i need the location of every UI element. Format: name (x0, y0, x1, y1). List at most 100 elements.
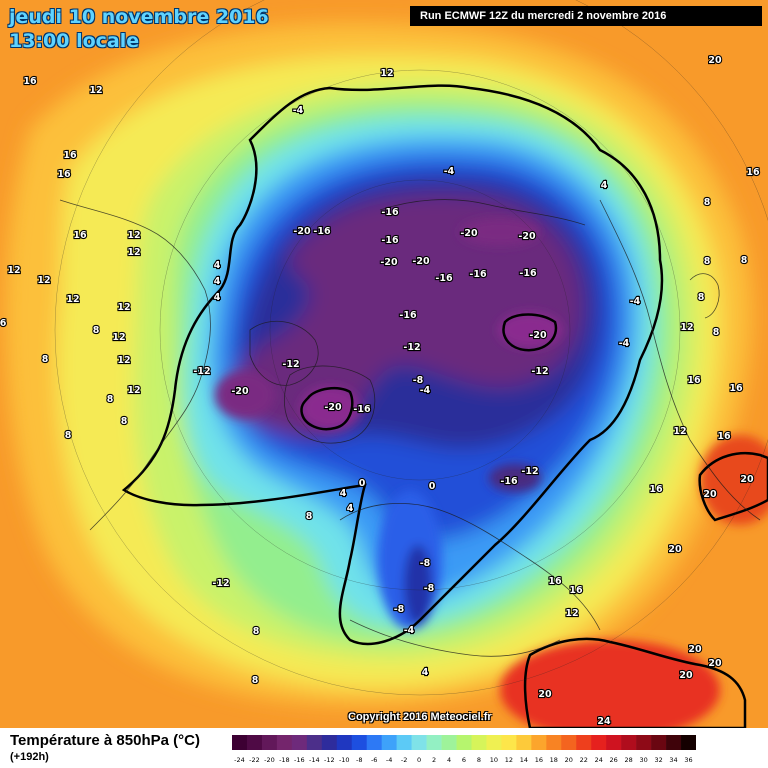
isotherm-label: 16 (73, 230, 87, 241)
isotherm-label: -20 (518, 231, 536, 242)
isotherm-label: 16 (569, 585, 583, 596)
isotherm-label: 12 (117, 355, 130, 366)
legend-tick-label: 2 (432, 756, 436, 764)
isotherm-label: 16 (23, 76, 37, 87)
coast-greenland (284, 365, 376, 444)
isotherm-label: 20 (708, 55, 722, 66)
legend-tick-label: 10 (490, 756, 498, 764)
isotherm-label: 8 (698, 292, 705, 303)
isotherm-label: -8 (394, 604, 405, 615)
isotherm-label: 20 (679, 670, 693, 681)
isotherm-label: -20 (324, 402, 342, 413)
coastlines (59, 199, 761, 657)
isotherm-label: 20 (538, 689, 552, 700)
isotherm-label: -16 (469, 269, 487, 280)
variable-title: Température à 850hPa (°C) (10, 732, 200, 749)
legend-tick-label: 0 (417, 756, 421, 764)
isotherm-label: -4 (630, 296, 641, 307)
isotherm-label: -20 (380, 257, 398, 268)
warm-area-southeast (500, 640, 720, 728)
legend-tick-label: 30 (639, 756, 647, 764)
legend-swatch (666, 735, 682, 750)
isotherm-label: -12 (282, 359, 299, 370)
isotherm-label: 12 (89, 85, 102, 96)
isotherm-label: -8 (424, 583, 435, 594)
legend-swatch (651, 735, 667, 750)
isotherm-label: -4 (293, 105, 304, 116)
forecast-hour: (+192h) (10, 751, 49, 763)
isotherm-label: 0 (429, 481, 436, 492)
legend-swatch (291, 735, 308, 750)
copyright-notice: Copyright 2016 Meteociel.fr (348, 711, 492, 723)
isotherm-label: -4 (420, 385, 431, 396)
isotherm-label: 12 (380, 68, 393, 79)
warm-area-east (700, 435, 768, 525)
legend-swatch (486, 735, 502, 750)
legend-tick-label: 22 (580, 756, 588, 764)
legend-swatch (501, 735, 517, 750)
cold-core-east (498, 312, 562, 348)
minus20-contour-east (502, 313, 558, 352)
isotherm-label: -20 (529, 330, 547, 341)
isotherm-labels: 20 12 16 12 -4 16 16 -4 4 16 8 -16 -20 -16 -20 -20 16 12 -… (0, 54, 761, 728)
legend-swatch (336, 735, 353, 750)
isotherm-label: -20 (293, 226, 311, 237)
isotherm-label: -20 (412, 256, 430, 267)
legend-swatch (366, 735, 382, 750)
forecast-local-time: 13:00 locale (9, 30, 140, 52)
isotherm-label: -8 (420, 558, 431, 569)
isotherm-label: 8 (121, 416, 128, 427)
isotherm-contours (121, 84, 768, 728)
legend-tick-label: -10 (339, 756, 350, 764)
isotherm-label: 4 (422, 667, 429, 678)
isotherm-label: -12 (521, 466, 538, 477)
isotherm-label: 0 (359, 478, 366, 489)
minus20-contour-greenland (300, 386, 354, 431)
isotherm-label: -12 (212, 578, 229, 589)
latitude-60 (269, 179, 571, 481)
isotherm-label: 16 (548, 576, 562, 587)
legend-tick-label: 12 (505, 756, 513, 764)
legend-swatch (396, 735, 412, 750)
legend-tick-label: 14 (520, 756, 528, 764)
legend-swatch (636, 735, 652, 750)
legend-swatch (531, 735, 547, 750)
isotherm-label: 20 (703, 489, 717, 500)
legend-tick-label: -6 (371, 756, 377, 764)
isotherm-label: 12 (7, 265, 20, 276)
cold-pocket-europe (489, 464, 541, 492)
isotherm-label: 16 (63, 150, 77, 161)
legend-swatch (351, 735, 368, 750)
isotherm-label: 20 (708, 658, 722, 669)
isotherm-label: 8 (107, 394, 114, 405)
legend-tick-label: -20 (264, 756, 275, 764)
isotherm-label: 12 (117, 302, 130, 313)
legend-swatch (471, 735, 487, 750)
legend-tick-label: 8 (477, 756, 481, 764)
legend-tick-label: -16 (294, 756, 305, 764)
legend-tick-label: 4 (447, 756, 451, 764)
latitude-45 (159, 69, 681, 591)
isotherm-label: -16 (500, 476, 518, 487)
legend-swatch (591, 735, 607, 750)
legend-swatch (516, 735, 532, 750)
legend-tick-label: -12 (324, 756, 335, 764)
isotherm-label: 12 (673, 426, 686, 437)
legend-swatch (681, 735, 696, 750)
isotherm-label: 8 (252, 675, 259, 686)
cold-core-north (460, 218, 540, 246)
isotherm-label: -4 (404, 625, 415, 636)
isotherm-label: -12 (531, 366, 548, 377)
coast-asia (599, 199, 761, 521)
isotherm-label: 24 (597, 716, 611, 727)
isotherm-label: 8 (704, 256, 711, 267)
legend-tick-label: -4 (386, 756, 392, 764)
isotherm-label: -12 (193, 366, 210, 377)
legend-tick-label: 24 (595, 756, 603, 764)
isotherm-label: 4 (214, 292, 221, 303)
latitude-circles (54, 0, 768, 696)
legend-swatch (306, 735, 323, 750)
isotherm-label: -16 (435, 273, 453, 284)
isotherm-label: 8 (42, 354, 49, 365)
